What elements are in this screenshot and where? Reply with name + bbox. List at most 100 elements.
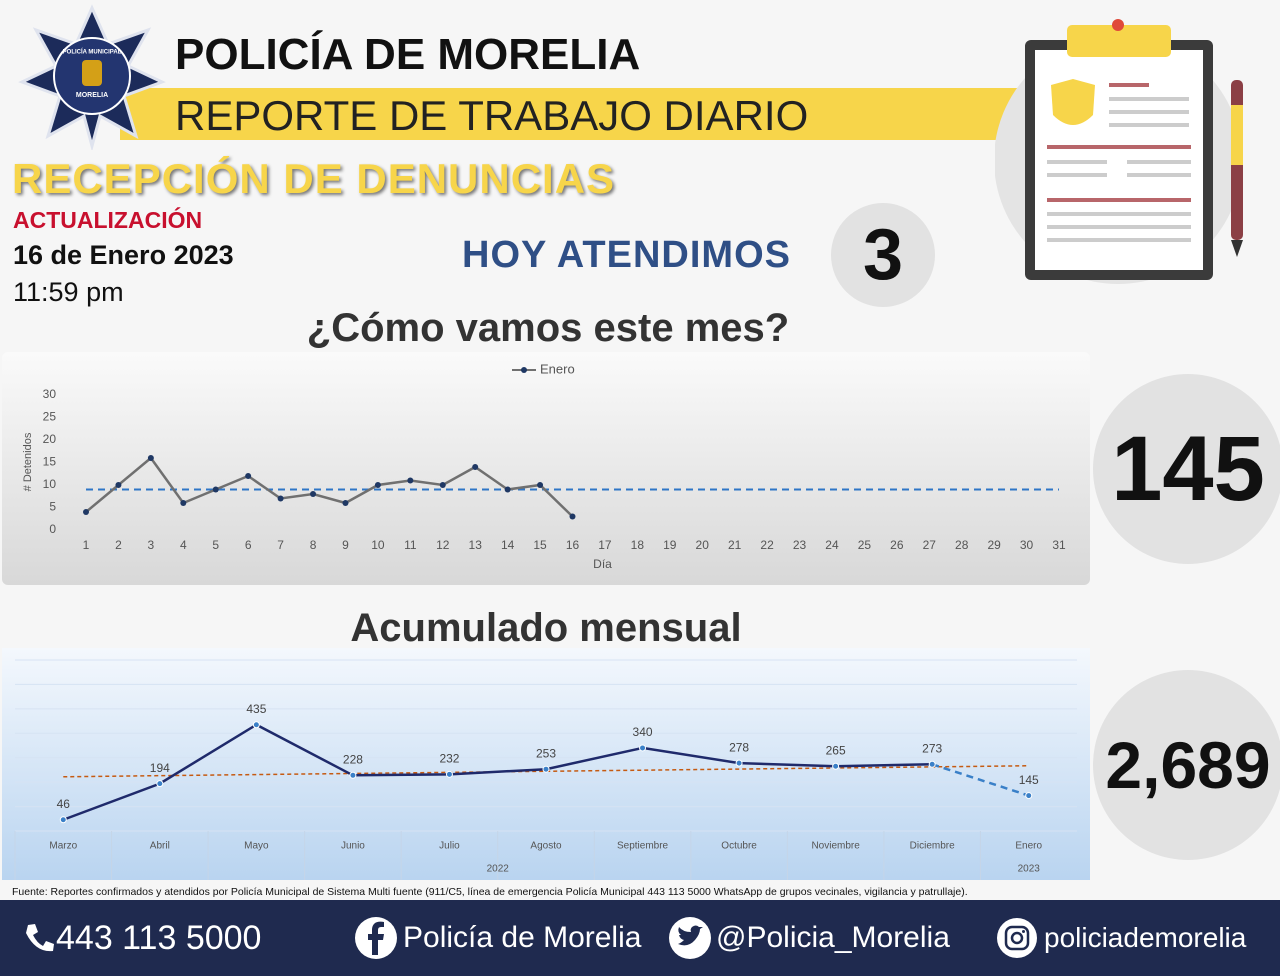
point bbox=[928, 760, 936, 768]
instagram-icon bbox=[997, 918, 1037, 958]
y-tick-label: 15 bbox=[43, 455, 57, 469]
today-label: HOY ATENDIMOS bbox=[462, 234, 791, 276]
monthly-chart: Marzo Abril Mayo Junio Julio Agosto Septiembre… bbox=[2, 648, 1090, 880]
twitter-icon bbox=[669, 917, 711, 959]
x-tick-label: 19 bbox=[663, 538, 677, 552]
clipboard-icon bbox=[995, 19, 1243, 284]
point bbox=[735, 759, 743, 767]
x-tick-label: 13 bbox=[469, 538, 483, 552]
y-tick-label: 25 bbox=[43, 410, 57, 424]
x-tick-label: Junio bbox=[341, 841, 365, 852]
instagram: policiademorelia bbox=[996, 900, 1246, 976]
x-tick-label: 7 bbox=[277, 538, 284, 552]
point bbox=[83, 509, 89, 515]
series-line bbox=[62, 723, 933, 821]
point bbox=[180, 500, 187, 506]
x-tick-label: 18 bbox=[631, 538, 645, 552]
x-tick-label: 17 bbox=[598, 538, 612, 552]
facebook-text: Policía de Morelia bbox=[403, 921, 642, 954]
y-axis-label: # Detenidos bbox=[22, 432, 34, 491]
point bbox=[407, 477, 414, 484]
x-tick-label: 26 bbox=[890, 538, 904, 552]
x-tick-label: Diciembre bbox=[910, 841, 955, 852]
y-tick-label: 30 bbox=[43, 387, 57, 401]
point bbox=[342, 500, 349, 506]
x-tick-label: 25 bbox=[858, 538, 872, 552]
point bbox=[504, 486, 511, 493]
x-tick-label: Agosto bbox=[530, 841, 562, 852]
x-tick-label: 4 bbox=[180, 538, 187, 552]
year-label: 2022 bbox=[487, 864, 510, 875]
twitter: @Policia_Morelia bbox=[668, 900, 950, 976]
point bbox=[569, 513, 576, 520]
y-tick-label: 5 bbox=[49, 500, 56, 514]
x-tick-label: 31 bbox=[1052, 538, 1066, 552]
data-label: 232 bbox=[439, 751, 459, 765]
y-tick-label: 0 bbox=[49, 522, 56, 536]
x-tick-label: 6 bbox=[245, 538, 252, 552]
x-tick-label: Julio bbox=[439, 841, 460, 852]
chart-title: ¿Cómo vamos este mes? bbox=[306, 306, 790, 350]
legend-label: Enero bbox=[540, 361, 575, 376]
x-tick-label: Noviembre bbox=[811, 841, 860, 852]
x-tick-label: 27 bbox=[923, 538, 937, 552]
x-tick-label: 28 bbox=[955, 538, 969, 552]
point bbox=[439, 482, 446, 488]
x-tick-label: 3 bbox=[148, 538, 155, 552]
x-tick-label: Mayo bbox=[244, 841, 269, 852]
point bbox=[147, 455, 154, 461]
update-label: ACTUALIZACIÓN bbox=[13, 207, 203, 233]
chart-bg bbox=[2, 352, 1090, 585]
x-tick-label: 5 bbox=[212, 538, 219, 552]
badge-text: MORELIA bbox=[76, 92, 108, 99]
date: 16 de Enero 2023 bbox=[13, 240, 234, 270]
data-label: 145 bbox=[1019, 773, 1039, 787]
x-tick-label: Abril bbox=[150, 841, 170, 852]
y-tick-label: 20 bbox=[43, 432, 57, 446]
y-tick-label: 10 bbox=[43, 477, 57, 491]
x-tick-label: 1 bbox=[83, 538, 90, 552]
year-label: 2023 bbox=[1018, 864, 1041, 875]
source: Fuente: Reportes confirmados y atendidos… bbox=[12, 886, 968, 898]
projection-line bbox=[931, 763, 1030, 797]
footer-bar bbox=[0, 900, 1280, 976]
x-tick-label: 24 bbox=[825, 538, 839, 552]
instagram-text: policiademorelia bbox=[1044, 922, 1247, 953]
point bbox=[212, 486, 219, 493]
x-axis-label: Día bbox=[593, 557, 612, 571]
section-title: RECEPCIÓN DE DENUNCIAS bbox=[12, 155, 616, 202]
data-label: 278 bbox=[729, 740, 749, 754]
x-tick-label: 8 bbox=[310, 538, 317, 552]
data-label: 194 bbox=[150, 761, 170, 775]
point bbox=[156, 780, 164, 788]
point bbox=[374, 482, 381, 488]
x-tick-label: 20 bbox=[696, 538, 710, 552]
twitter-text: @Policia_Morelia bbox=[716, 921, 950, 954]
x-tick-label: 16 bbox=[566, 538, 580, 552]
data-label: 265 bbox=[826, 743, 846, 757]
facebook-icon bbox=[355, 917, 397, 959]
point bbox=[445, 770, 453, 778]
point bbox=[832, 762, 840, 770]
point bbox=[1025, 792, 1033, 800]
today-value: 3 bbox=[831, 203, 935, 307]
point bbox=[472, 464, 479, 470]
x-tick-label: 11 bbox=[404, 538, 417, 552]
data-label: 46 bbox=[57, 797, 71, 811]
x-tick-label: 10 bbox=[371, 538, 385, 552]
x-tick-label: 14 bbox=[501, 538, 515, 552]
data-label: 273 bbox=[922, 741, 942, 755]
badge-text: POLICÍA MUNICIPAL bbox=[63, 48, 122, 56]
badge: POLICÍA MUNICIPAL MORELIA bbox=[18, 4, 166, 150]
series-line bbox=[85, 456, 574, 518]
point bbox=[115, 482, 122, 488]
point bbox=[349, 771, 357, 779]
data-label: 228 bbox=[343, 752, 363, 766]
x-tick-label: Octubre bbox=[721, 841, 757, 852]
x-tick-label: 30 bbox=[1020, 538, 1034, 552]
title: POLICÍA DE MORELIA bbox=[175, 30, 641, 79]
facebook: Policía de Morelia bbox=[353, 900, 641, 976]
x-tick-label: Septiembre bbox=[617, 841, 669, 852]
